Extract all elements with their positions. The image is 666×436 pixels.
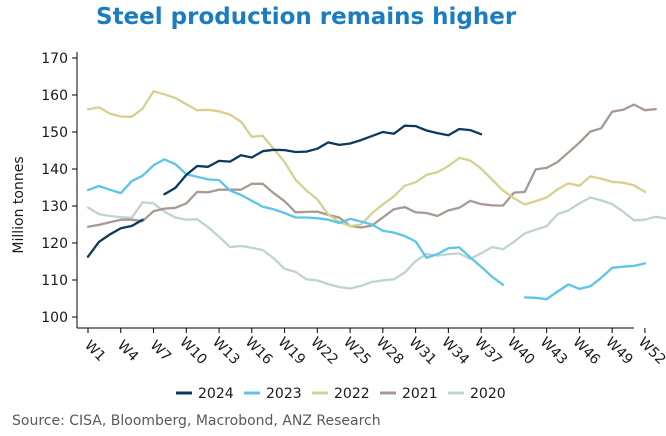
x-tick-label: W46 <box>569 334 603 368</box>
legend-label-2024: 2024 <box>198 386 234 402</box>
y-tick-label: 140 <box>41 162 68 178</box>
series-2020-line <box>88 198 666 289</box>
legend: 2024 2023 2022 2021 2020 <box>176 386 506 402</box>
x-tick-label: W31 <box>406 334 440 368</box>
x-tick-label: W7 <box>147 337 174 364</box>
y-tick-label: 120 <box>41 236 68 252</box>
y-tick-label: 160 <box>41 88 68 104</box>
y-tick-label: 110 <box>41 273 68 289</box>
x-tick-label: W19 <box>275 334 309 368</box>
series-2024-line <box>164 126 481 195</box>
y-tick-label: 130 <box>41 199 68 215</box>
x-tick-label: W28 <box>373 334 407 368</box>
x-tick-label: W34 <box>438 334 472 368</box>
x-tick-label: W49 <box>602 334 636 368</box>
legend-label-2021: 2021 <box>402 386 438 402</box>
x-tick-label: W25 <box>340 334 374 368</box>
x-tick-label: W40 <box>504 334 538 368</box>
x-tick-label: W4 <box>114 337 141 364</box>
y-axis-label: Million tonnes <box>11 156 27 253</box>
legend-label-2020: 2020 <box>470 386 506 402</box>
series-2023-line <box>525 263 645 299</box>
x-tick-label: W52 <box>635 334 666 368</box>
line-chart: 100 110 120 130 140 150 160 170 Million tonnes W1… <box>0 0 666 410</box>
y-tick-label: 170 <box>41 51 68 67</box>
x-tick-label: W43 <box>537 334 571 368</box>
series-lines <box>88 91 666 299</box>
x-tick-label: W10 <box>176 334 210 368</box>
x-tick-label: W16 <box>242 334 276 368</box>
x-tick-label: W22 <box>307 334 341 368</box>
x-tick-label: W13 <box>209 334 243 368</box>
legend-label-2023: 2023 <box>266 386 302 402</box>
x-tick-label: W1 <box>81 337 108 364</box>
y-tick-label: 100 <box>41 310 68 326</box>
y-tick-label: 150 <box>41 125 68 141</box>
legend-label-2022: 2022 <box>334 386 370 402</box>
x-tick-label: W37 <box>471 334 505 368</box>
source-note: Source: CISA, Bloomberg, Macrobond, ANZ … <box>12 413 381 429</box>
